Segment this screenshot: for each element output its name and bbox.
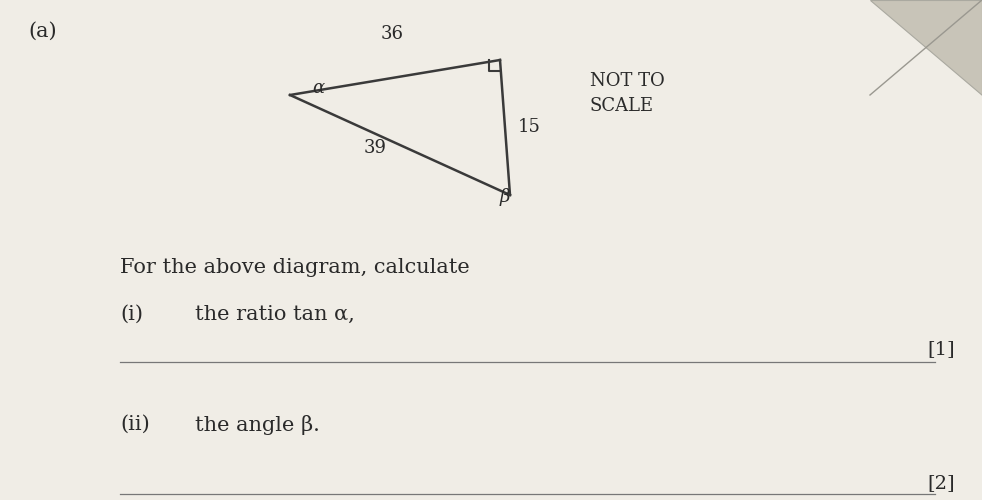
Text: the ratio tan α,: the ratio tan α,: [195, 305, 355, 324]
Polygon shape: [870, 0, 982, 95]
Text: [2]: [2]: [927, 474, 955, 492]
Text: (i): (i): [120, 305, 143, 324]
Text: For the above diagram, calculate: For the above diagram, calculate: [120, 258, 469, 277]
Text: NOT TO
SCALE: NOT TO SCALE: [590, 72, 665, 115]
Text: 39: 39: [363, 139, 387, 157]
Text: 36: 36: [380, 25, 404, 43]
Text: (ii): (ii): [120, 415, 149, 434]
Text: α: α: [312, 79, 324, 97]
Text: [1]: [1]: [927, 340, 955, 358]
Text: 15: 15: [518, 118, 541, 136]
Text: (a): (a): [28, 22, 57, 41]
Text: β: β: [500, 188, 511, 206]
Text: the angle β.: the angle β.: [195, 415, 320, 435]
